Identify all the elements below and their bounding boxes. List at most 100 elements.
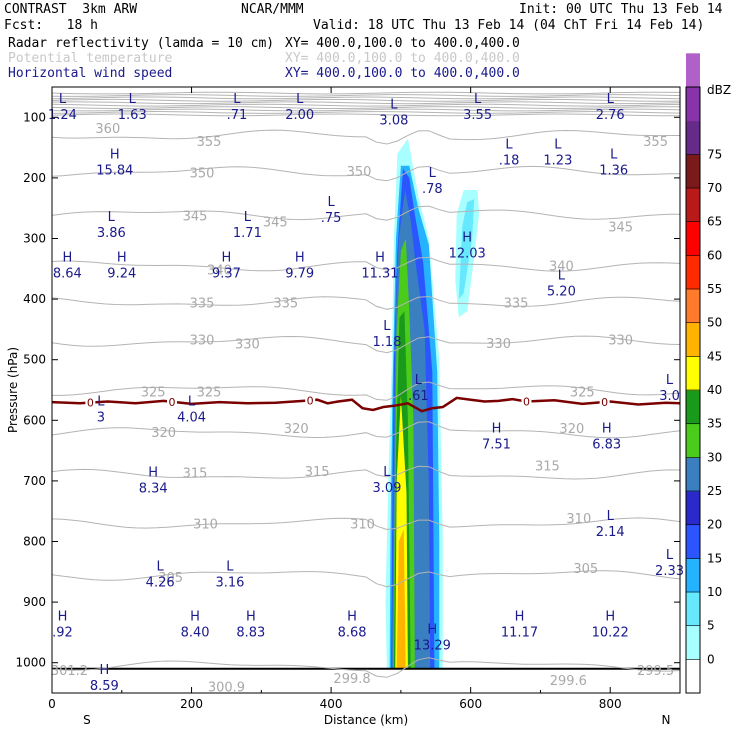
isentrope-line bbox=[51, 110, 681, 114]
colorbar-level-label: 55 bbox=[707, 282, 722, 296]
wind-max-marker: H bbox=[58, 610, 68, 625]
isentrope-line bbox=[51, 98, 681, 102]
isentrope-line bbox=[51, 256, 681, 272]
freezing-level-label-bg bbox=[599, 394, 610, 408]
wind-extremum-value: 11.17 bbox=[501, 626, 538, 641]
field-theta-label: Potential temperature bbox=[8, 51, 173, 66]
field-reflectivity-label: Radar reflectivity (lamda = 10 cm) bbox=[8, 36, 275, 51]
y-tick-label: 700 bbox=[23, 474, 46, 488]
field-reflectivity-xy: XY= 400.0,100.0 to 400.0,400.0 bbox=[285, 36, 520, 51]
isentrope-line bbox=[51, 101, 681, 105]
colorbar-level-label: 60 bbox=[707, 248, 722, 262]
wind-min-marker: L bbox=[327, 195, 335, 210]
x-tick-label: 400 bbox=[320, 697, 343, 711]
wind-extremum-value: 1.63 bbox=[118, 108, 147, 123]
wind-max-marker: H bbox=[427, 622, 437, 637]
isentrope-line bbox=[51, 295, 681, 310]
isentrope-line bbox=[51, 335, 681, 354]
wind-extremum-value: 11.31 bbox=[361, 266, 398, 281]
isentrope-line bbox=[51, 113, 680, 117]
wind-min-marker: L bbox=[666, 373, 674, 388]
isentrope-label: 345 bbox=[263, 216, 288, 231]
isentrope-label: 330 bbox=[486, 337, 511, 352]
wind-max-marker: H bbox=[602, 421, 612, 436]
colorbar-segment bbox=[686, 255, 700, 290]
freezing-level-label-bg bbox=[167, 394, 178, 408]
wind-extremum-value: 1.36 bbox=[599, 163, 628, 178]
isentrope-label: 335 bbox=[273, 296, 298, 311]
wind-max-marker: H bbox=[347, 610, 357, 625]
colorbar-level-label: 50 bbox=[707, 316, 722, 330]
freezing-level-label: 0 bbox=[307, 394, 314, 407]
freezing-level-label-bg bbox=[305, 393, 316, 407]
wind-extremum-value: 3 bbox=[97, 411, 105, 426]
isentrope-line bbox=[51, 129, 680, 145]
isentrope-line bbox=[51, 570, 681, 588]
x-tick-label: 800 bbox=[599, 697, 622, 711]
wind-extremum-value: 8.64 bbox=[53, 266, 82, 281]
wind-extremum-value: .18 bbox=[499, 154, 520, 169]
wind-extremum-value: 10.22 bbox=[592, 626, 629, 641]
wind-extremum-value: 5.20 bbox=[547, 285, 576, 300]
y-tick-label: 400 bbox=[23, 292, 46, 306]
reflectivity-cell bbox=[458, 199, 475, 300]
wind-extremum-value: 2.14 bbox=[596, 525, 625, 540]
isentrope-label: 320 bbox=[284, 422, 309, 437]
wind-min-marker: L bbox=[610, 147, 618, 162]
x-tick-label: 600 bbox=[459, 697, 482, 711]
freezing-level-label: 0 bbox=[169, 396, 176, 409]
x-axis-label: Distance (km) bbox=[324, 713, 408, 727]
isentrope-label: 330 bbox=[190, 333, 215, 348]
isentrope-line bbox=[51, 103, 681, 107]
wind-extremum-value: 1.71 bbox=[233, 226, 262, 241]
wind-min-marker: L bbox=[474, 92, 482, 107]
isentrope-label: 335 bbox=[504, 296, 529, 311]
colorbar-segment bbox=[686, 356, 700, 391]
colorbar-segment bbox=[686, 592, 700, 627]
isentrope-label: 320 bbox=[151, 426, 176, 441]
x-tick-label: 0 bbox=[48, 697, 56, 711]
isentrope-label: 301.2 bbox=[51, 664, 88, 679]
valid-time: Valid: 18 UTC Thu 13 Feb 14 (04 ChT Fri … bbox=[313, 18, 705, 33]
isentrope-label: 325 bbox=[141, 385, 166, 400]
colorbar-segment bbox=[686, 625, 700, 660]
wind-extremum-value: 1.23 bbox=[543, 154, 572, 169]
wind-extremum-value: 2.33 bbox=[655, 564, 684, 579]
isentrope-label: 310 bbox=[193, 518, 218, 533]
wind-extremum-value: 1.24 bbox=[48, 108, 77, 123]
center-title: NCAR/MMM bbox=[241, 2, 304, 17]
isentrope-line bbox=[51, 165, 681, 182]
y-tick-label: 900 bbox=[23, 595, 46, 609]
colorbar-segment bbox=[686, 457, 700, 492]
plot-frame bbox=[51, 86, 681, 694]
isentrope-line bbox=[51, 91, 681, 95]
colorbar-level-label: 5 bbox=[707, 619, 715, 633]
colorbar-level-label: 75 bbox=[707, 147, 722, 161]
model-title: CONTRAST 3km ARW bbox=[4, 2, 138, 17]
field-theta-xy: XY= 400.0,100.0 to 400.0,400.0 bbox=[285, 51, 520, 66]
wind-min-marker: L bbox=[59, 92, 67, 107]
wind-extremum-value: 9.24 bbox=[107, 266, 136, 281]
wind-extremum-value: 3.86 bbox=[97, 226, 126, 241]
wind-min-marker: L bbox=[607, 509, 615, 524]
colorbar-segment bbox=[686, 524, 700, 559]
wind-min-marker: L bbox=[296, 92, 304, 107]
isentrope-label: 345 bbox=[183, 210, 208, 225]
wind-min-marker: L bbox=[383, 465, 391, 480]
colorbar-unit-label: dBZ bbox=[707, 83, 731, 97]
wind-extremum-value: 9.37 bbox=[212, 266, 241, 281]
wind-extremum-value: 3.08 bbox=[379, 114, 408, 129]
wind-extremum-value: 9.79 bbox=[285, 266, 314, 281]
isentrope-label: 300.9 bbox=[208, 681, 245, 696]
colorbar-segment bbox=[686, 53, 700, 88]
isentrope-label: 355 bbox=[197, 135, 222, 150]
wind-extremum-value: .71 bbox=[227, 108, 248, 123]
isentrope-label: 315 bbox=[535, 459, 560, 474]
isentrope-label: 310 bbox=[350, 518, 375, 533]
y-axis-label: Pressure (hPa) bbox=[6, 347, 20, 433]
wind-max-marker: H bbox=[148, 466, 158, 481]
wind-extremum-value: 7.51 bbox=[482, 437, 511, 452]
wind-min-marker: L bbox=[558, 269, 566, 284]
wind-max-marker: H bbox=[605, 610, 615, 625]
field-wind-label: Horizontal wind speed bbox=[8, 66, 173, 81]
